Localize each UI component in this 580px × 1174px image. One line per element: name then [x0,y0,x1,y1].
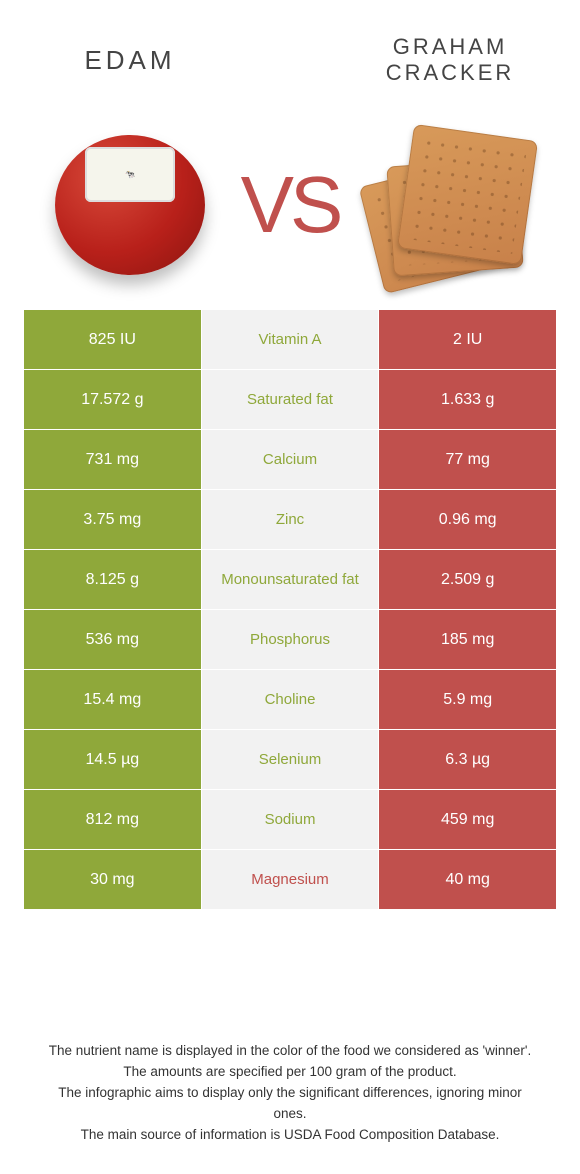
right-food-image [360,120,540,290]
images-row: 🐄 VS [0,110,580,300]
table-row: 731 mgCalcium77 mg [24,430,556,490]
footnote-line: The infographic aims to display only the… [40,1083,540,1125]
left-value: 3.75 mg [24,490,202,549]
nutrient-name: Selenium [202,730,379,789]
table-row: 30 mgMagnesium40 mg [24,850,556,910]
table-row: 536 mgPhosphorus185 mg [24,610,556,670]
left-value: 8.125 g [24,550,202,609]
header: EDAM GRAHAM CRACKER [0,0,580,110]
table-row: 15.4 mgCholine5.9 mg [24,670,556,730]
left-value: 30 mg [24,850,202,909]
right-value: 6.3 µg [378,730,556,789]
nutrient-name: Vitamin A [202,310,379,369]
nutrient-name: Sodium [202,790,379,849]
table-row: 3.75 mgZinc0.96 mg [24,490,556,550]
right-value: 1.633 g [378,370,556,429]
edam-label-icon: 🐄 [85,147,175,202]
nutrient-name: Choline [202,670,379,729]
left-value: 17.572 g [24,370,202,429]
right-value: 40 mg [378,850,556,909]
right-value: 0.96 mg [378,490,556,549]
left-food-image: 🐄 [40,120,220,290]
nutrient-name: Phosphorus [202,610,379,669]
left-value: 15.4 mg [24,670,202,729]
right-value: 185 mg [378,610,556,669]
right-value: 77 mg [378,430,556,489]
right-value: 2 IU [378,310,556,369]
right-value: 459 mg [378,790,556,849]
right-food-title: GRAHAM CRACKER [350,34,550,87]
left-value: 14.5 µg [24,730,202,789]
footnote-line: The main source of information is USDA F… [40,1125,540,1146]
left-value: 731 mg [24,430,202,489]
left-value: 536 mg [24,610,202,669]
right-value: 5.9 mg [378,670,556,729]
left-value: 812 mg [24,790,202,849]
footnote-line: The amounts are specified per 100 gram o… [40,1062,540,1083]
graham-cracker-icon [365,130,535,280]
footnote-line: The nutrient name is displayed in the co… [40,1041,540,1062]
right-value: 2.509 g [378,550,556,609]
table-row: 8.125 gMonounsaturated fat2.509 g [24,550,556,610]
nutrient-name: Saturated fat [202,370,379,429]
nutrient-name: Magnesium [202,850,379,909]
edam-cheese-icon: 🐄 [55,135,205,275]
vs-label: VS [241,159,340,251]
table-row: 825 IUVitamin A2 IU [24,310,556,370]
nutrient-name: Zinc [202,490,379,549]
table-row: 14.5 µgSelenium6.3 µg [24,730,556,790]
left-value: 825 IU [24,310,202,369]
footnotes: The nutrient name is displayed in the co… [0,1041,580,1146]
nutrient-table: 825 IUVitamin A2 IU17.572 gSaturated fat… [24,310,556,910]
left-food-title: EDAM [30,45,230,76]
nutrient-name: Monounsaturated fat [202,550,379,609]
table-row: 812 mgSodium459 mg [24,790,556,850]
nutrient-name: Calcium [202,430,379,489]
table-row: 17.572 gSaturated fat1.633 g [24,370,556,430]
